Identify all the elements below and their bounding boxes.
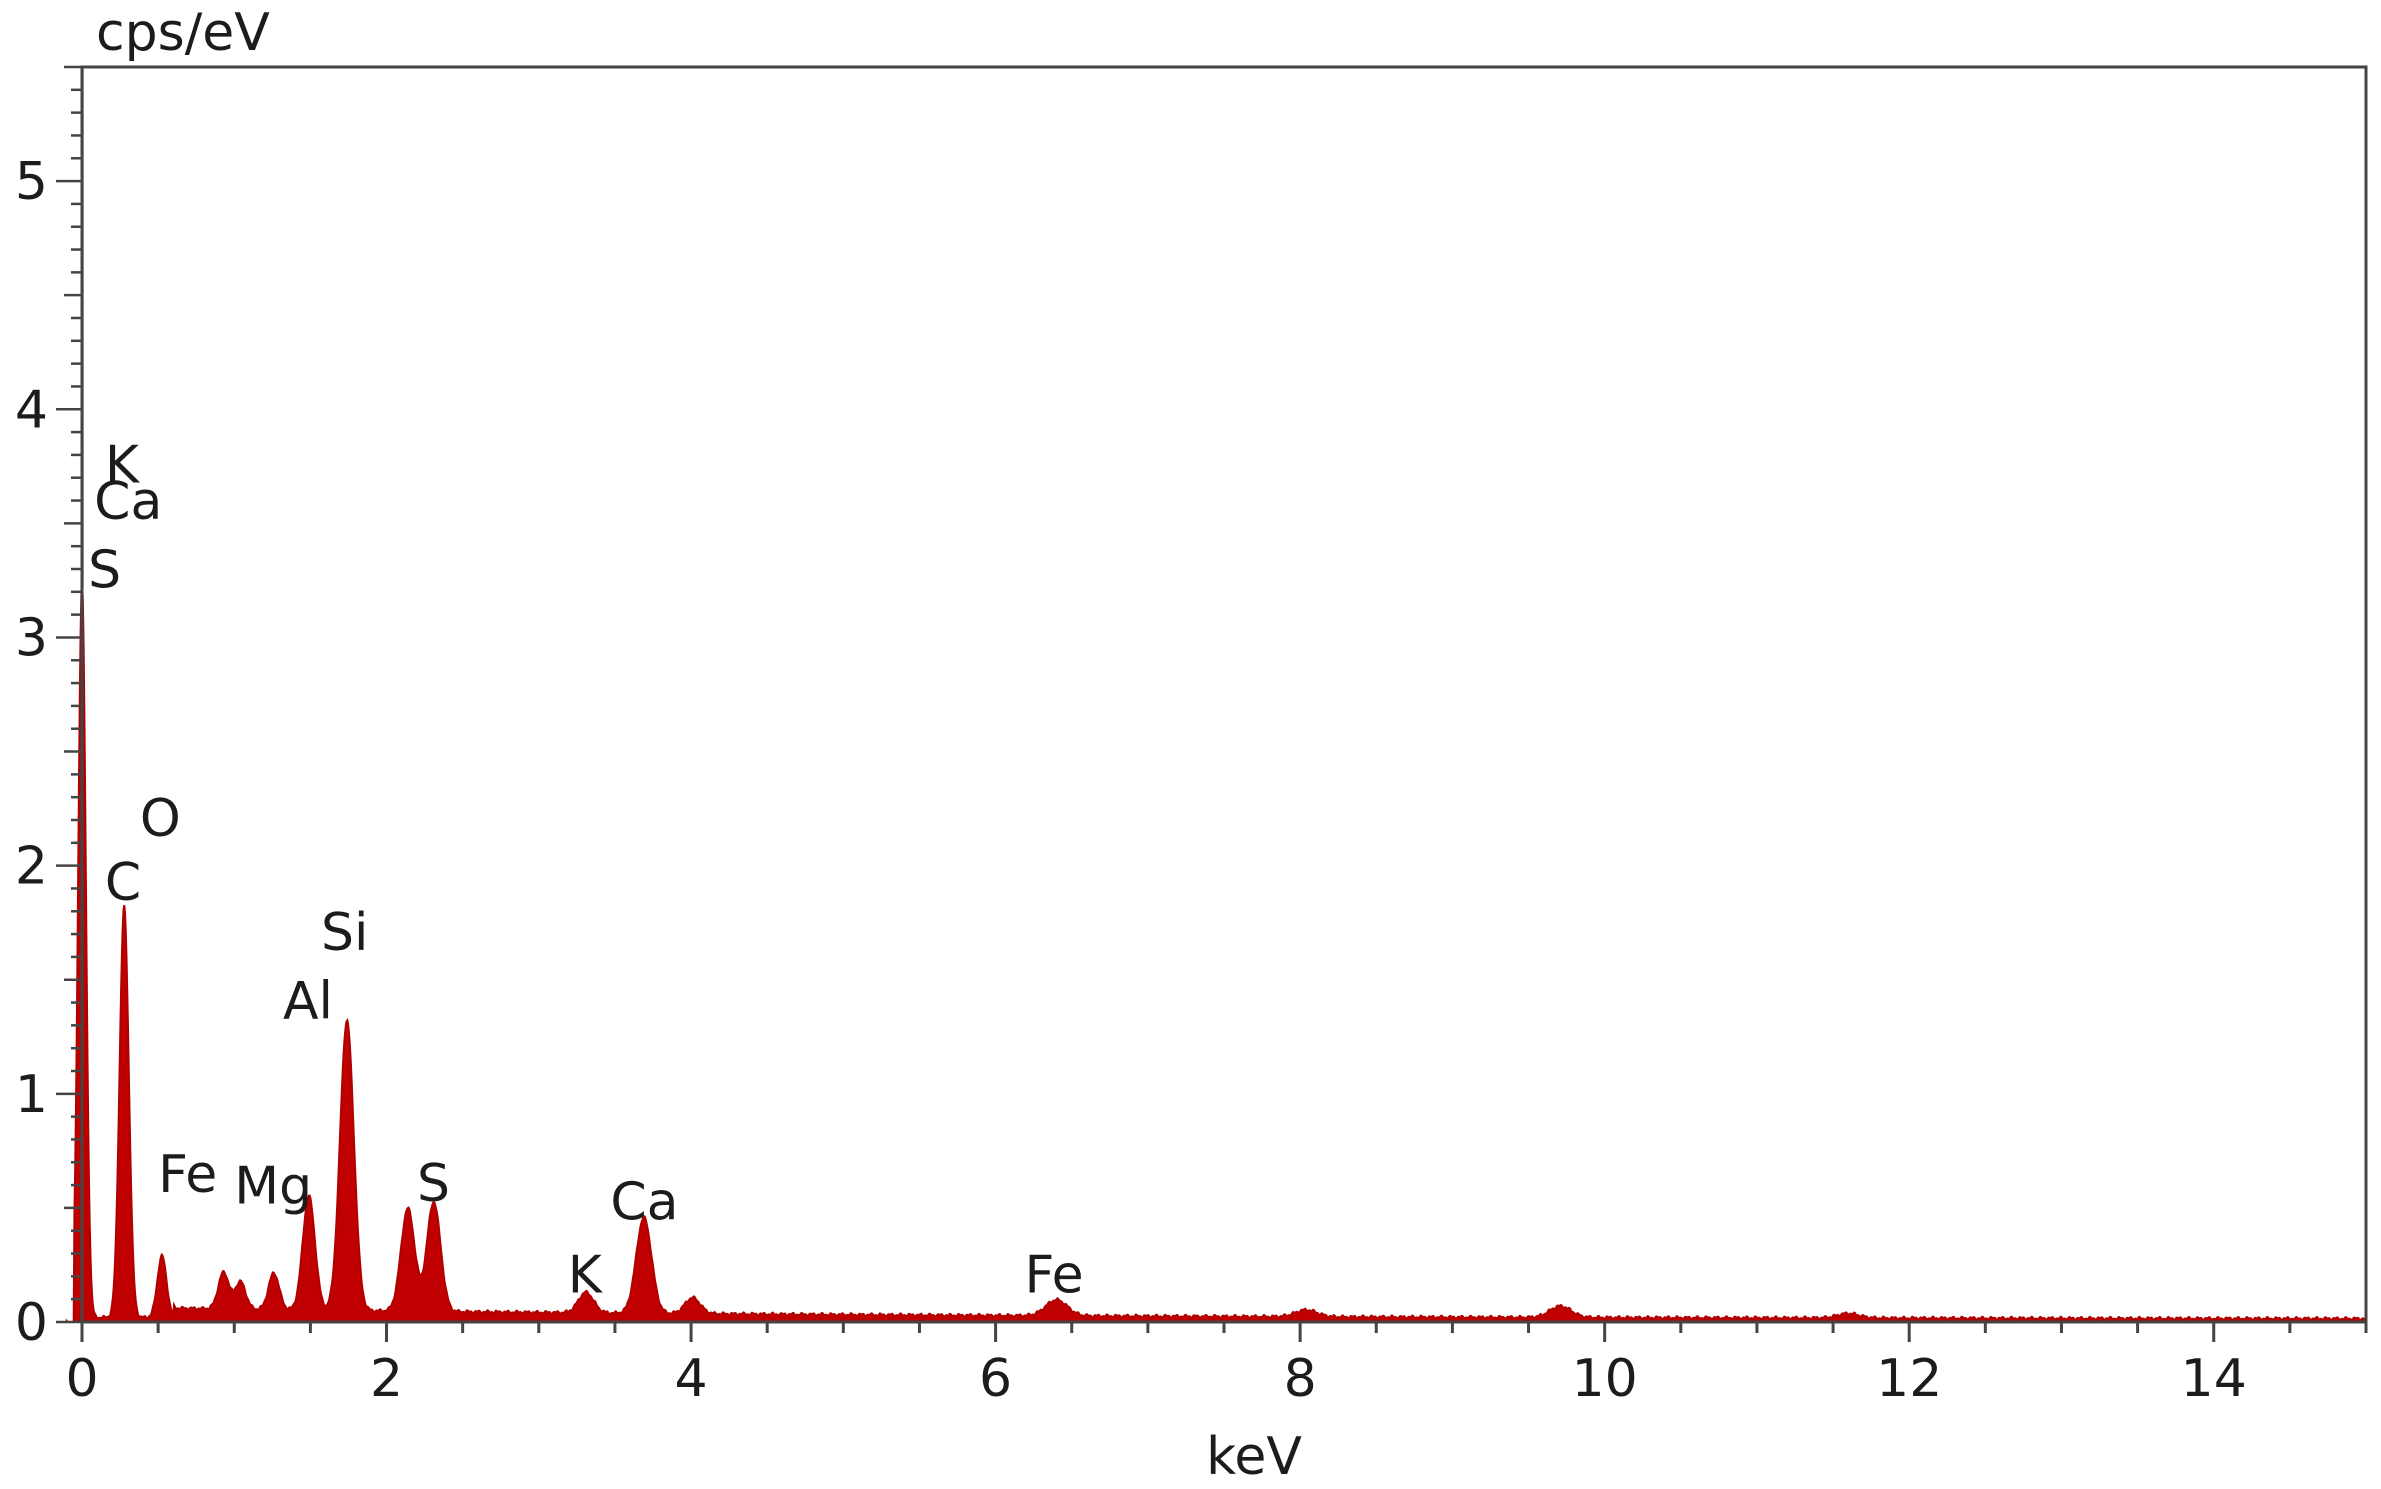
spectrum-series <box>65 582 2367 1323</box>
y-tick-label: 1 <box>15 1065 48 1125</box>
plot-frame <box>80 65 2368 1324</box>
y-tick-label: 2 <box>15 837 48 897</box>
peak-label-si: Si <box>321 903 368 963</box>
peak-label-s: S <box>88 540 121 600</box>
peak-label-ca: Ca <box>610 1172 678 1232</box>
peak-label-s: S <box>417 1154 450 1214</box>
peak-label-al: Al <box>283 972 333 1032</box>
x-tick-label: 12 <box>1876 1349 1942 1409</box>
y-axis-label: cps/eV <box>96 3 270 63</box>
y-tick-label: 0 <box>15 1293 48 1353</box>
x-axis-label: keV <box>1206 1427 1302 1487</box>
peak-label-fe: Fe <box>1025 1245 1084 1305</box>
peak-label-k: K <box>105 435 141 495</box>
peak-label-c: C <box>105 853 141 913</box>
x-tick-label: 0 <box>65 1349 98 1409</box>
peak-label-fe: Fe <box>158 1145 217 1205</box>
plot-area <box>65 67 2367 1323</box>
x-axis-ticks <box>80 1322 2368 1342</box>
x-axis-tick-labels: 0 2 4 6 8 10 12 14 <box>65 1349 2246 1409</box>
peak-label-o: O <box>140 789 181 849</box>
y-axis-tick-labels: 0 1 2 3 4 5 <box>15 152 48 1353</box>
x-tick-label: 10 <box>1572 1349 1638 1409</box>
y-tick-label: 3 <box>15 608 48 668</box>
x-tick-label: 14 <box>2181 1349 2247 1409</box>
x-tick-label: 2 <box>370 1349 403 1409</box>
x-tick-label: 8 <box>1284 1349 1317 1409</box>
x-tick-label: 6 <box>979 1349 1012 1409</box>
x-tick-label: 4 <box>675 1349 708 1409</box>
peak-label-mg: Mg <box>234 1156 312 1216</box>
y-tick-label: 5 <box>15 152 48 212</box>
y-axis-ticks <box>56 65 82 1324</box>
y-tick-label: 4 <box>15 380 48 440</box>
peak-label-ca: Ca <box>94 472 162 532</box>
peak-label-k: K <box>568 1245 604 1305</box>
